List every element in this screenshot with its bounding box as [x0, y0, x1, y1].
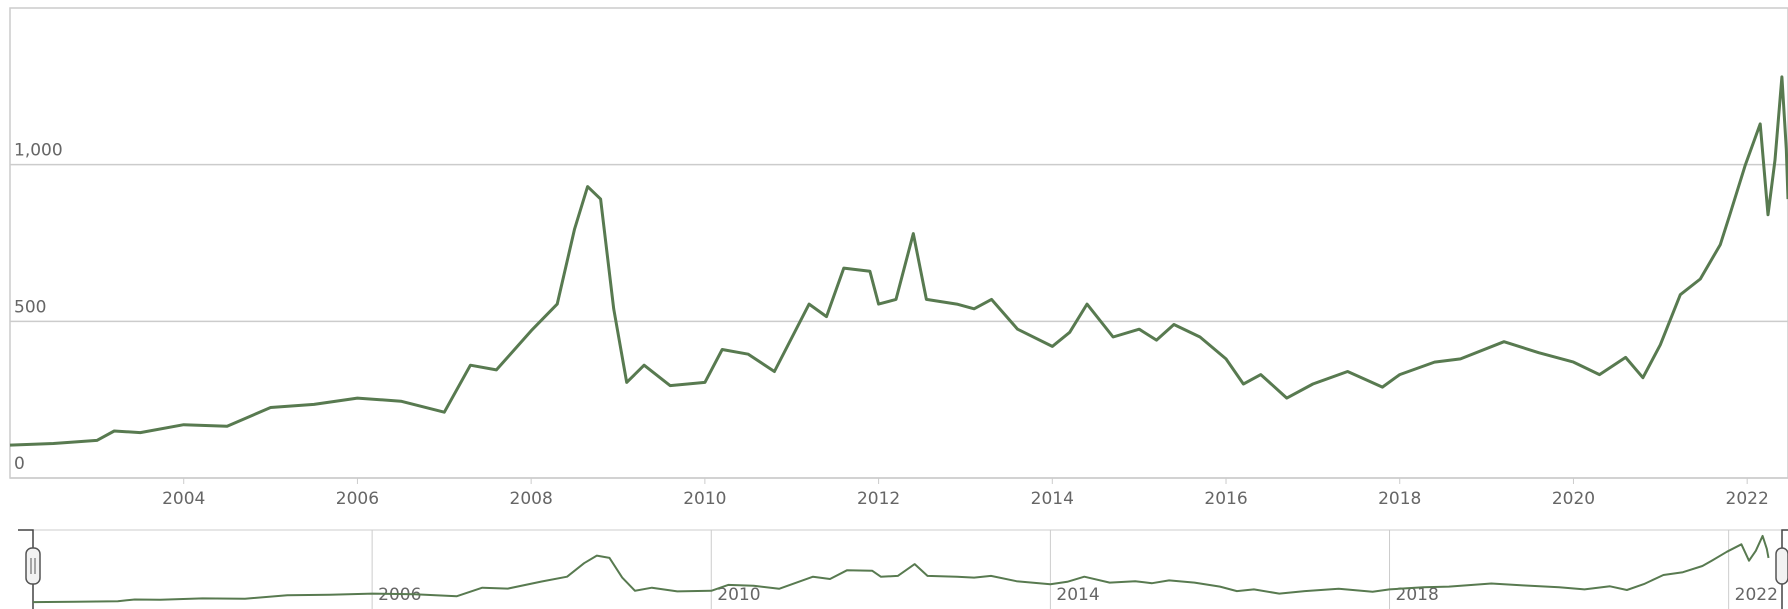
x-tick-label: 2020	[1552, 489, 1595, 509]
price-line	[9, 75, 1788, 447]
navigator-left-handle[interactable]	[25, 547, 41, 585]
x-tick-label: 2022	[1726, 489, 1769, 509]
navigator-tick-label: 2006	[378, 585, 421, 605]
navigator-tick-label: 2010	[717, 585, 760, 605]
navigator-right-handle[interactable]	[1775, 547, 1788, 585]
x-tick-label: 2006	[336, 489, 379, 509]
x-tick-label: 2004	[162, 489, 205, 509]
x-tick-label: 2014	[1031, 489, 1074, 509]
navigator-tick-label: 2022	[1735, 585, 1778, 605]
y-tick-label: 0	[14, 454, 25, 474]
y-tick-label: 1,000	[14, 141, 63, 161]
x-tick-label: 2012	[857, 489, 900, 509]
navigator-line	[32, 534, 1770, 604]
x-tick-label: 2016	[1204, 489, 1247, 509]
navigator-tick-label: 2014	[1056, 585, 1099, 605]
navigator-tick-label: 2018	[1396, 585, 1439, 605]
x-tick-label: 2008	[510, 489, 553, 509]
x-tick-label: 2010	[683, 489, 726, 509]
x-tick-label: 2018	[1378, 489, 1421, 509]
y-tick-label: 500	[14, 297, 46, 317]
